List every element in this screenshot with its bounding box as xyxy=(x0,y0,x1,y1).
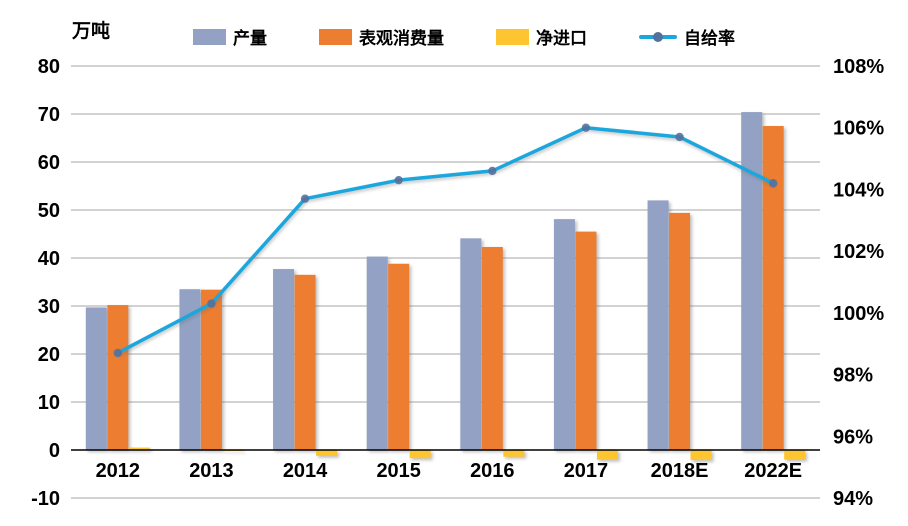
bar-表观消费量-2017 xyxy=(575,231,597,450)
self-sufficiency-line xyxy=(116,125,775,355)
right-axis-tick: 98% xyxy=(833,365,873,387)
self-sufficiency-line-swatch xyxy=(639,29,677,45)
axis-unit-label: 万吨 xyxy=(72,21,111,42)
x-axis-label-2016: 2016 xyxy=(470,460,515,482)
legend-item-net-import: 净进口 xyxy=(496,24,587,49)
bar-产量-2015 xyxy=(366,256,388,450)
line-marker-2016 xyxy=(488,166,497,176)
left-axis-tick: 10 xyxy=(38,392,60,414)
bar-表观消费量-2014 xyxy=(294,274,316,450)
bar-产量-2018E xyxy=(647,200,669,450)
legend-item-apparent-consumption: 表观消费量 xyxy=(319,24,444,49)
left-axis-tick: 50 xyxy=(38,200,60,222)
x-axis-label-2012: 2012 xyxy=(96,460,141,482)
bar-表观消费量-2013 xyxy=(200,289,222,450)
x-axis-label-2013: 2013 xyxy=(189,460,234,482)
right-axis-tick: 94% xyxy=(833,488,873,510)
legend-item-self-sufficiency-rate: 自给率 xyxy=(639,24,735,49)
line-marker-2018E xyxy=(675,132,684,142)
bar-表观消费量-2015 xyxy=(388,263,410,450)
bar-净进口-2017 xyxy=(596,450,618,460)
legend-label-apparent-consumption: 表观消费量 xyxy=(359,29,444,48)
bar-表观消费量-2022E xyxy=(762,126,784,450)
line-marker-2013 xyxy=(207,299,216,308)
bar-净进口-2022E xyxy=(784,450,806,460)
right-axis-tick: 96% xyxy=(833,426,873,448)
line-marker-2012 xyxy=(113,348,123,358)
right-axis-tick: 102% xyxy=(833,241,884,263)
bar-产量-2014 xyxy=(273,269,295,450)
x-axis-label-2014: 2014 xyxy=(283,460,328,482)
chart-legend: 产量 表观消费量 净进口 自给率 xyxy=(193,24,735,49)
x-axis-label-2017: 2017 xyxy=(564,460,609,482)
bar-产量-2017 xyxy=(553,219,575,450)
bar-净进口-2016 xyxy=(503,450,525,457)
line-marker-2015 xyxy=(394,175,403,185)
bar-产量-2022E xyxy=(741,112,763,450)
net-import-swatch xyxy=(496,28,529,45)
bar-净进口-2018E xyxy=(690,450,712,461)
legend-label-production: 产量 xyxy=(233,29,267,48)
line-marker-2014 xyxy=(300,194,310,203)
x-axis-label-2018E: 2018E xyxy=(651,460,709,482)
bar-产量-2016 xyxy=(460,238,482,450)
x-axis-label-2022E: 2022E xyxy=(744,460,802,482)
bar-净进口-2012 xyxy=(128,447,150,450)
left-axis-tick: 20 xyxy=(38,344,60,366)
line-marker-2017 xyxy=(581,123,591,132)
line-marker-2022E xyxy=(768,179,778,188)
left-axis-tick: 80 xyxy=(38,56,60,78)
left-axis-tick: 30 xyxy=(38,296,60,318)
left-axis-tick: 0 xyxy=(49,440,60,462)
bar-净进口-2015 xyxy=(409,450,431,459)
left-axis-tick: 70 xyxy=(38,104,60,126)
bar-表观消费量-2012 xyxy=(107,305,129,450)
left-axis-tick: 60 xyxy=(38,152,60,174)
right-axis-tick: 104% xyxy=(833,179,884,201)
bar-表观消费量-2016 xyxy=(481,246,503,450)
right-axis-tick: 100% xyxy=(833,303,884,325)
legend-label-net-import: 净进口 xyxy=(536,29,587,48)
legend-item-production: 产量 xyxy=(193,24,267,49)
bar-净进口-2014 xyxy=(316,450,338,456)
apparent-consumption-swatch xyxy=(319,28,352,45)
right-axis-tick: 106% xyxy=(833,118,884,140)
bar-产量-2012 xyxy=(85,307,107,450)
x-axis-label-2015: 2015 xyxy=(376,460,421,482)
right-axis-tick: 108% xyxy=(833,56,884,78)
left-axis-tick: -10 xyxy=(31,488,60,510)
legend-label-self-sufficiency-rate: 自给率 xyxy=(684,29,735,48)
production-swatch xyxy=(193,28,226,45)
left-axis-tick: 40 xyxy=(38,248,60,270)
bar-表观消费量-2018E xyxy=(669,212,691,450)
bar-产量-2013 xyxy=(179,289,201,450)
